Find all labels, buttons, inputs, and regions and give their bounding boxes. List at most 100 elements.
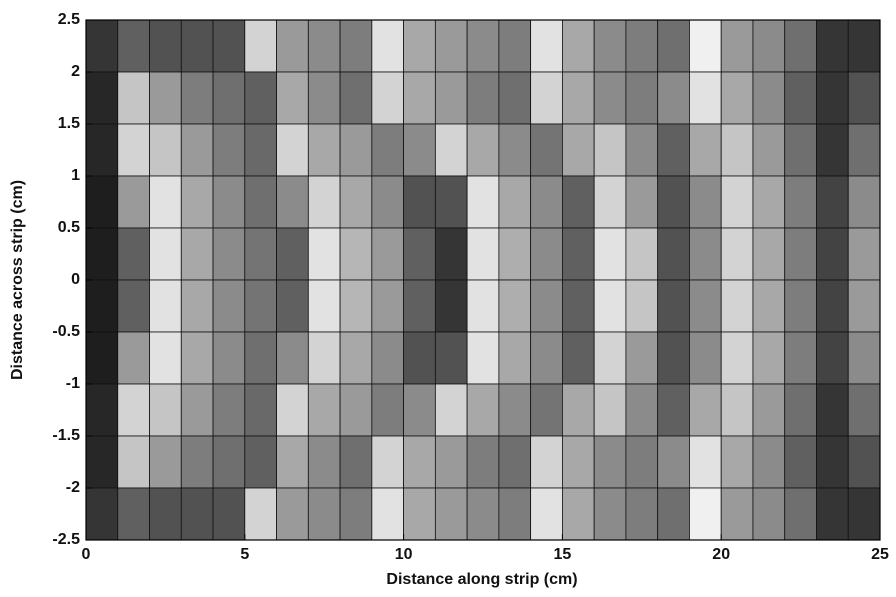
heat-cell [149, 435, 182, 489]
heat-cell [498, 487, 532, 541]
heat-cell [816, 227, 849, 281]
y-tick-label: -1 [66, 375, 80, 392]
heat-cell [403, 435, 436, 489]
heat-cell [657, 279, 690, 333]
heat-cell [784, 123, 817, 177]
heat-cell [180, 435, 214, 489]
heat-cell [244, 279, 277, 333]
heat-cell [371, 19, 404, 73]
heat-cell [816, 383, 849, 437]
heat-cell [498, 175, 532, 229]
heat-cell [530, 435, 563, 489]
heat-cell [816, 123, 849, 177]
heat-cell [371, 123, 404, 177]
heat-cell [593, 123, 627, 177]
heat-cell [689, 227, 722, 281]
heat-cell [625, 331, 659, 385]
heat-cell [530, 19, 563, 73]
heat-cell [784, 487, 817, 541]
heat-cell [466, 383, 500, 437]
heat-cell [784, 435, 817, 489]
heat-cell [85, 331, 119, 385]
heat-cell [752, 227, 786, 281]
heat-cell [816, 279, 849, 333]
x-axis-label: Distance along strip (cm) [386, 571, 577, 588]
heat-cell [847, 227, 881, 281]
heat-cell [657, 383, 690, 437]
heat-cell [816, 175, 849, 229]
heat-cell [85, 279, 119, 333]
heat-cell [657, 123, 690, 177]
heat-cell [752, 175, 786, 229]
heat-cell [498, 279, 532, 333]
heat-cell [816, 19, 849, 73]
heat-cell [117, 435, 150, 489]
heat-cell [562, 123, 595, 177]
heat-cell [657, 435, 690, 489]
y-axis-label: Distance across strip (cm) [9, 180, 26, 380]
heat-cell [149, 227, 182, 281]
heat-cell [530, 279, 563, 333]
heat-cell [180, 279, 214, 333]
heat-cell [117, 227, 150, 281]
heat-cell [562, 19, 595, 73]
heat-cell [180, 227, 214, 281]
heat-cell [466, 331, 500, 385]
heat-cell [562, 279, 595, 333]
heat-cell [434, 435, 468, 489]
heat-cell [307, 123, 341, 177]
heat-cell [212, 123, 246, 177]
heat-cell [276, 19, 309, 73]
x-tick-label: 20 [712, 546, 730, 563]
heat-cell [847, 123, 881, 177]
heat-cell [784, 71, 817, 125]
heat-cell [689, 175, 722, 229]
y-tick-label: 2.5 [58, 11, 80, 28]
heat-cell [562, 175, 595, 229]
y-tick-label: 1 [71, 167, 80, 184]
heat-cell [339, 435, 373, 489]
heat-cell [720, 279, 754, 333]
heat-cell [149, 487, 182, 541]
heat-cell [625, 227, 659, 281]
heat-cell [530, 331, 563, 385]
heat-cell [720, 487, 754, 541]
heat-cell [244, 227, 277, 281]
heat-cell [212, 487, 246, 541]
heat-cell [593, 383, 627, 437]
heat-cell [498, 123, 532, 177]
heat-cell [149, 71, 182, 125]
heat-cell [403, 175, 436, 229]
heat-cell [276, 71, 309, 125]
heat-cell [339, 331, 373, 385]
heat-cell [593, 435, 627, 489]
heat-cell [816, 435, 849, 489]
heat-cell [625, 279, 659, 333]
heat-cell [244, 19, 277, 73]
heat-cell [244, 383, 277, 437]
heat-cell [149, 19, 182, 73]
heat-cell [562, 383, 595, 437]
heat-cell [212, 383, 246, 437]
heat-cell [498, 19, 532, 73]
heat-cell [276, 175, 309, 229]
heat-cell [657, 19, 690, 73]
heat-cell [307, 71, 341, 125]
heat-cell [339, 227, 373, 281]
heat-cell [149, 279, 182, 333]
heat-cell [720, 435, 754, 489]
heat-cell [180, 19, 214, 73]
heat-cell [117, 383, 150, 437]
heat-cell [625, 383, 659, 437]
heat-cell [212, 279, 246, 333]
heat-cell [562, 487, 595, 541]
heat-cell [530, 175, 563, 229]
heat-cell [720, 19, 754, 73]
heat-cell [847, 71, 881, 125]
heat-cell [466, 487, 500, 541]
heat-cell [784, 227, 817, 281]
heat-cell [784, 383, 817, 437]
heat-cell [816, 71, 849, 125]
heat-cell [752, 331, 786, 385]
